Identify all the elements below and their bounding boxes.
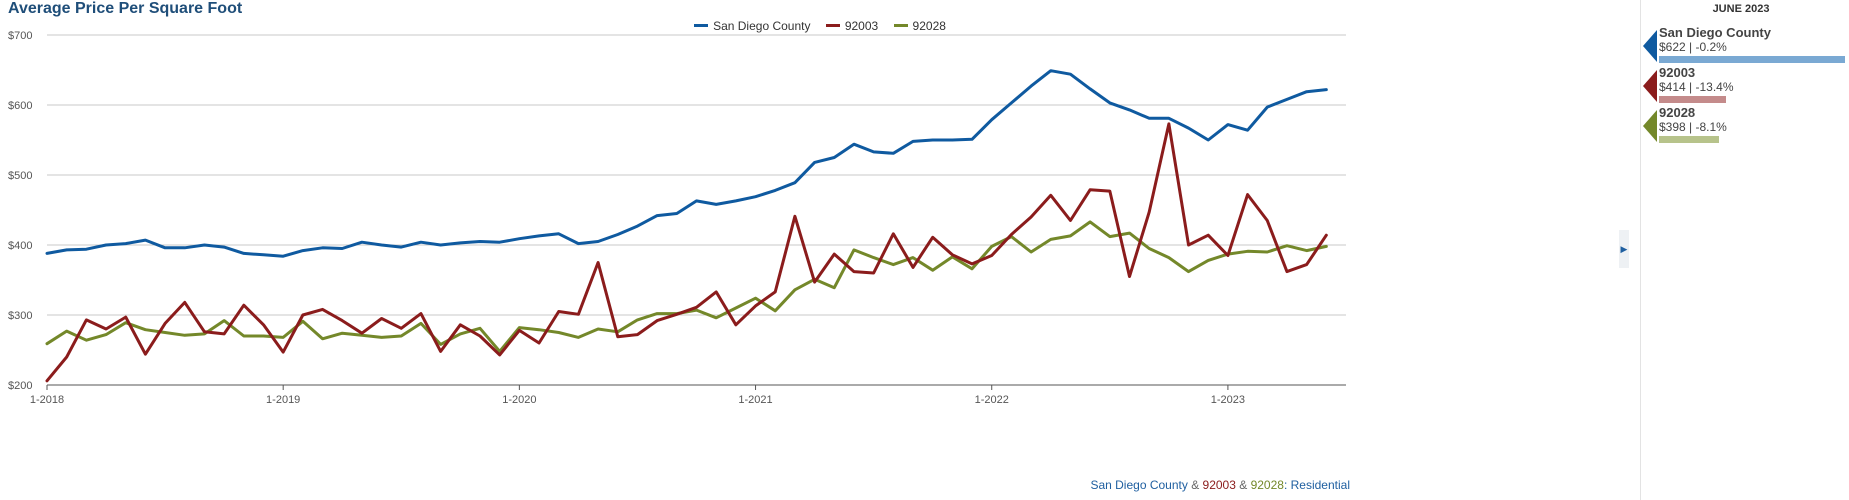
triangle-marker-icon (1643, 110, 1657, 142)
legend-item-92028[interactable]: 92028 (893, 19, 946, 33)
side-entry-name: San Diego County (1659, 25, 1771, 40)
x-tick-label: 1-2019 (266, 394, 300, 406)
legend-swatch-92028 (893, 24, 908, 28)
credit-zip-92003: 92003 (1202, 478, 1236, 492)
side-panel: JUNE 2023 San Diego County $622 | -0.2% … (1641, 0, 1849, 500)
x-tick-label: 1-2022 (975, 394, 1009, 406)
chart-area: $200 $300 $400 $500 $600 $700 1-2018 1-2019 1-20… (0, 0, 1640, 492)
y-tick-label: $700 (8, 30, 32, 42)
side-entry-bar (1659, 136, 1719, 143)
triangle-marker-icon (1643, 30, 1657, 62)
y-tick-label: $600 (8, 100, 32, 112)
side-entry-name: 92003 (1659, 65, 1696, 80)
credit-separator: & (1235, 478, 1251, 492)
side-entry-name: 92028 (1659, 105, 1696, 120)
chevron-right-icon: ▶ (1620, 244, 1628, 254)
triangle-marker-icon (1643, 70, 1657, 102)
chart-credit: San Diego County & 92003 & 92028: Reside… (1090, 478, 1350, 492)
credit-zip-92028: 92028 (1250, 478, 1284, 492)
side-entry-bar (1659, 96, 1726, 103)
series-line-92003 (45, 122, 1328, 383)
side-entry-value: $414 | -13.4% (1659, 80, 1734, 94)
legend-label: 92028 (912, 19, 946, 33)
line-chart: $200 $300 $400 $500 $600 $700 1-2018 1-2019 1-20… (8, 30, 1346, 406)
side-entry-bar (1659, 56, 1845, 63)
legend-swatch-county (694, 24, 709, 28)
y-tick-label: $500 (8, 170, 32, 182)
side-entry-92003[interactable]: 92003 $414 | -13.4% (1641, 64, 1849, 108)
side-entry-san-diego-county[interactable]: San Diego County $622 | -0.2% (1641, 24, 1849, 68)
chart-title: Average Price Per Square Foot (8, 0, 243, 17)
x-tick-label: 1-2023 (1211, 394, 1245, 406)
series-line-92028 (45, 220, 1328, 353)
credit-county: San Diego County (1090, 478, 1188, 492)
legend-label: 92003 (844, 19, 879, 33)
panel-divider (1640, 0, 1641, 500)
credit-suffix: : Residential (1283, 478, 1350, 492)
side-panel-date: JUNE 2023 (1712, 3, 1770, 15)
side-entry-value: $622 | -0.2% (1659, 40, 1727, 54)
series-line-san-diego-county (45, 69, 1328, 258)
panel-toggle-button[interactable]: ▶ (1619, 230, 1629, 268)
credit-separator: & (1187, 478, 1203, 492)
legend-swatch-92003 (825, 24, 840, 28)
side-entry-92028[interactable]: 92028 $398 | -8.1% (1641, 104, 1849, 148)
side-entry-value: $398 | -8.1% (1659, 120, 1727, 134)
x-tick-label: 1-2018 (30, 394, 64, 406)
y-tick-label: $300 (8, 310, 32, 322)
x-tick-label: 1-2020 (502, 394, 536, 406)
y-tick-label: $400 (8, 240, 32, 252)
legend-item-san-diego-county[interactable]: San Diego County (694, 19, 810, 33)
y-tick-label: $200 (8, 380, 32, 392)
x-tick-label: 1-2021 (738, 394, 772, 406)
legend: San Diego County 92003 92028 (0, 19, 1640, 33)
legend-item-92003[interactable]: 92003 (825, 19, 879, 33)
legend-label: San Diego County (713, 19, 811, 33)
